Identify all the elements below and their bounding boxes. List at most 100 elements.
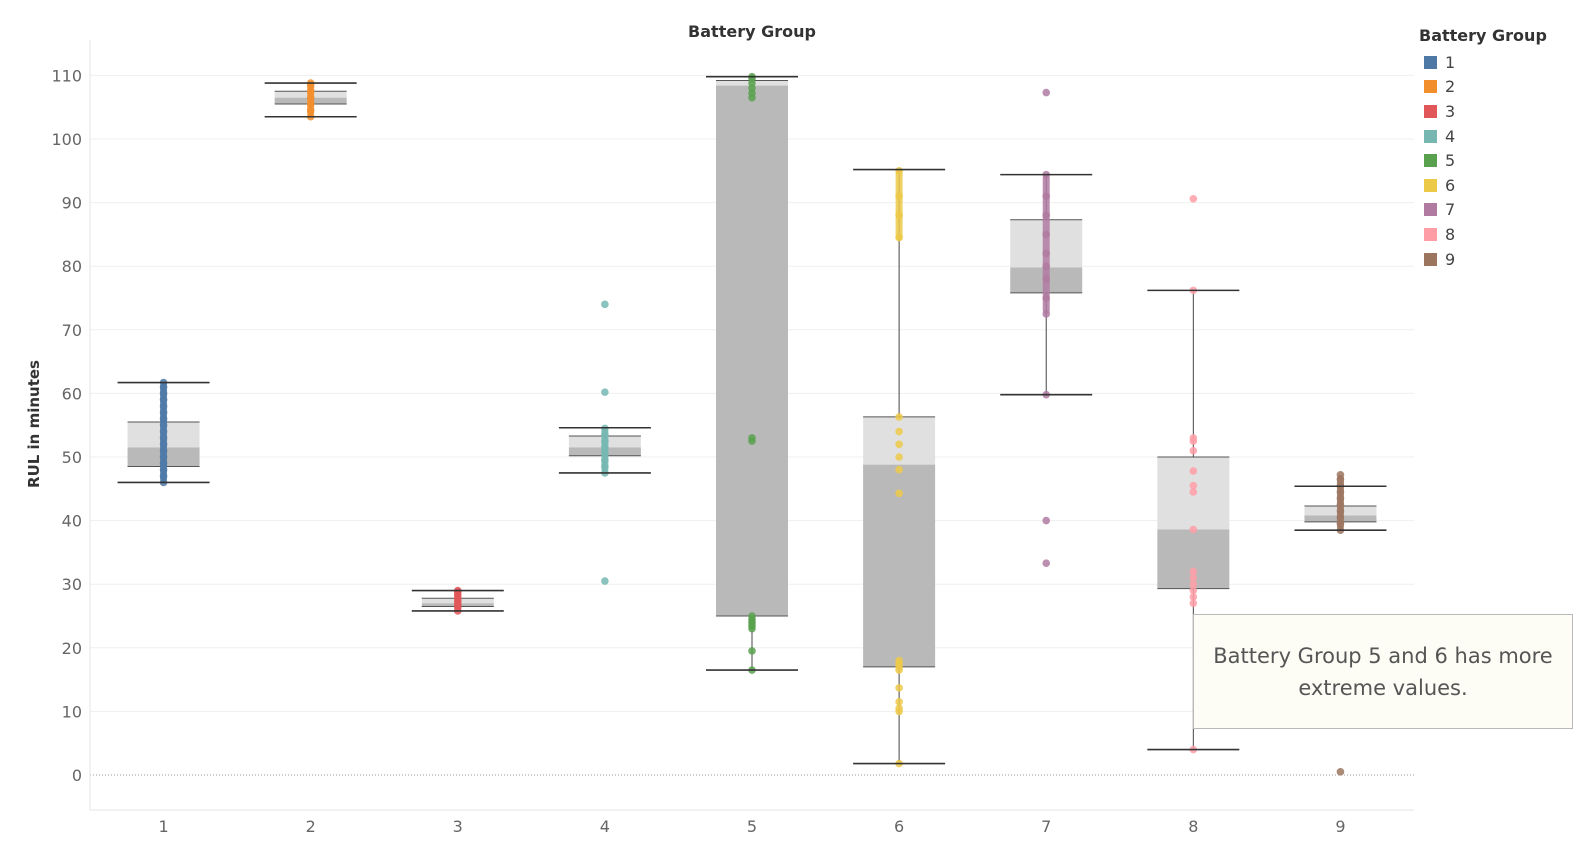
data-point bbox=[306, 93, 315, 102]
legend-label: 7 bbox=[1445, 200, 1456, 220]
data-point bbox=[1189, 586, 1198, 595]
data-point bbox=[895, 465, 903, 474]
legend-swatch bbox=[1424, 227, 1437, 241]
data-point bbox=[1189, 446, 1198, 455]
legend-label: 8 bbox=[1445, 224, 1456, 244]
data-point bbox=[1042, 310, 1051, 318]
data-point bbox=[895, 440, 903, 449]
data-point bbox=[159, 408, 168, 417]
y-axis-ticks: 0 10 20 30 40 50 60 70 80 90 100 110 bbox=[51, 66, 82, 785]
y-axis-label: RUL in minutes bbox=[25, 360, 43, 488]
x-tick-label: 6 bbox=[894, 817, 904, 836]
data-point bbox=[1336, 471, 1345, 479]
box-group-9 bbox=[1294, 471, 1387, 776]
annotation-box: Battery Group 5 and 6 has more extreme v… bbox=[1193, 614, 1573, 729]
legend-item: 6 bbox=[1419, 173, 1589, 198]
legend-label: 2 bbox=[1445, 77, 1456, 97]
y-tick-label: 70 bbox=[62, 321, 82, 340]
legend-swatch bbox=[1424, 203, 1437, 217]
data-point bbox=[159, 395, 168, 404]
legend-label: 5 bbox=[1445, 151, 1456, 171]
data-point bbox=[895, 413, 903, 421]
data-point bbox=[159, 453, 168, 461]
data-point bbox=[895, 704, 903, 713]
x-tick-label: 7 bbox=[1041, 817, 1051, 836]
data-point bbox=[895, 427, 903, 436]
data-point bbox=[748, 434, 756, 442]
data-point bbox=[1336, 768, 1345, 776]
data-point bbox=[895, 656, 903, 665]
legend-label: 9 bbox=[1445, 249, 1456, 269]
y-tick-label: 90 bbox=[62, 194, 82, 213]
data-point bbox=[601, 437, 609, 445]
data-point bbox=[1189, 488, 1198, 496]
data-point bbox=[306, 106, 315, 115]
legend-label: 1 bbox=[1445, 52, 1456, 72]
data-point bbox=[159, 402, 168, 410]
data-point bbox=[1042, 211, 1051, 220]
data-point bbox=[895, 211, 903, 220]
data-point bbox=[748, 647, 756, 655]
y-tick-label: 30 bbox=[62, 575, 82, 594]
y-tick-label: 0 bbox=[72, 766, 82, 785]
y-tick-label: 20 bbox=[62, 639, 82, 658]
legend-swatch bbox=[1424, 104, 1437, 118]
y-tick-label: 80 bbox=[62, 257, 82, 276]
boxes-layer bbox=[117, 72, 1387, 776]
legend-item: 7 bbox=[1419, 198, 1589, 223]
data-point bbox=[159, 389, 168, 398]
box-group-6 bbox=[853, 167, 946, 768]
data-point bbox=[1189, 593, 1198, 601]
x-tick-label: 9 bbox=[1335, 817, 1345, 836]
y-tick-label: 40 bbox=[62, 512, 82, 531]
legend-label: 4 bbox=[1445, 126, 1456, 146]
data-point bbox=[159, 459, 168, 468]
data-point bbox=[601, 300, 609, 309]
data-point bbox=[895, 233, 903, 242]
legend-swatch bbox=[1424, 154, 1437, 168]
box-group-7 bbox=[1000, 88, 1093, 568]
x-axis-ticks: 1 2 3 4 5 6 7 8 9 bbox=[158, 817, 1345, 836]
legend-item: 1 bbox=[1419, 50, 1589, 75]
data-point bbox=[1189, 434, 1198, 442]
legend-item: 3 bbox=[1419, 99, 1589, 124]
data-point bbox=[1042, 192, 1051, 201]
x-tick-label: 1 bbox=[158, 817, 168, 836]
box-lower-half bbox=[716, 85, 788, 617]
data-point bbox=[895, 453, 903, 461]
data-point bbox=[159, 446, 168, 455]
data-point bbox=[895, 167, 903, 175]
legend-label: 6 bbox=[1445, 175, 1456, 195]
data-point bbox=[895, 698, 903, 706]
x-tick-label: 3 bbox=[453, 817, 463, 836]
data-point bbox=[601, 450, 609, 458]
chart-title: Battery Group bbox=[688, 22, 816, 41]
data-point bbox=[1336, 513, 1345, 522]
x-tick-label: 8 bbox=[1188, 817, 1198, 836]
x-tick-label: 4 bbox=[600, 817, 610, 836]
data-point bbox=[1042, 516, 1051, 525]
legend-swatch bbox=[1424, 80, 1437, 94]
data-point bbox=[895, 684, 903, 692]
legend-swatch bbox=[1424, 178, 1437, 192]
legend-item: 2 bbox=[1419, 75, 1589, 100]
box-group-5 bbox=[706, 72, 798, 674]
data-point bbox=[159, 421, 168, 430]
data-point bbox=[1042, 275, 1051, 283]
box-group-1 bbox=[117, 378, 210, 487]
y-tick-label: 60 bbox=[62, 384, 82, 403]
legend-label: 3 bbox=[1445, 101, 1456, 121]
data-point bbox=[1336, 488, 1345, 496]
legend-items: 1 2 3 4 5 6 7 8 9 bbox=[1419, 50, 1589, 271]
legend-item: 5 bbox=[1419, 148, 1589, 173]
data-point bbox=[1189, 567, 1198, 576]
data-point bbox=[1189, 525, 1198, 534]
legend-item: 9 bbox=[1419, 247, 1589, 272]
data-point bbox=[601, 462, 609, 471]
data-point bbox=[1336, 519, 1345, 528]
y-tick-label: 10 bbox=[62, 702, 82, 721]
y-tick-label: 100 bbox=[51, 130, 82, 149]
data-point bbox=[601, 456, 609, 464]
data-point bbox=[1042, 262, 1051, 271]
legend: Battery Group 1 2 3 4 5 6 7 8 9 bbox=[1419, 26, 1589, 271]
